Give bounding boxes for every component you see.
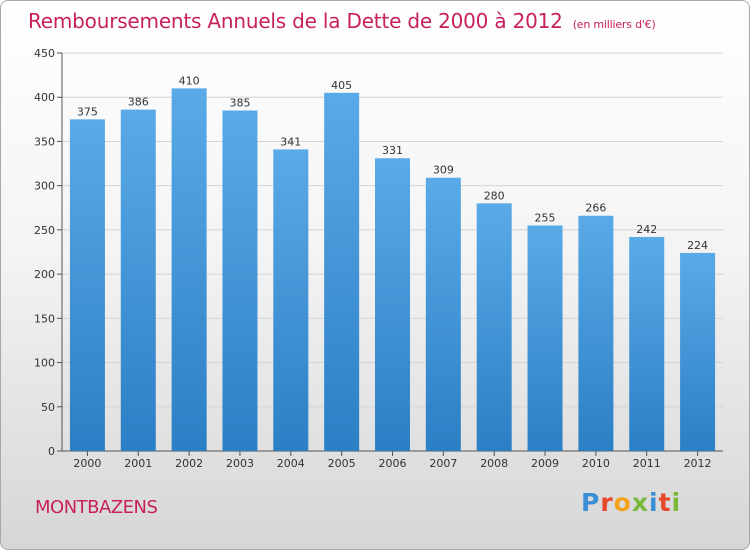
x-tick-label: 2003 [226, 457, 254, 470]
bar [476, 203, 512, 451]
bar [69, 119, 105, 451]
logo-letter: i [649, 488, 659, 517]
logo-letter: P [581, 488, 601, 517]
chart-title: Remboursements Annuels de la Dette de 20… [28, 9, 656, 33]
bar [680, 252, 716, 451]
y-tick-label: 0 [48, 445, 55, 458]
bar [273, 149, 309, 451]
unit-label: (en milliers d'€) [572, 18, 656, 31]
bar [629, 236, 665, 451]
bar-value-label: 242 [636, 223, 657, 236]
y-tick-label: 100 [34, 357, 55, 370]
logo-letter: i [671, 488, 682, 517]
logo-letter: r [600, 488, 614, 517]
bar-value-label: 331 [382, 144, 403, 157]
bar-value-label: 266 [585, 202, 606, 215]
bar-value-label: 405 [331, 79, 352, 92]
logo-letter: o [613, 488, 632, 517]
bar [120, 109, 156, 452]
x-tick-label: 2009 [531, 457, 559, 470]
y-tick-label: 200 [34, 268, 55, 281]
bar-value-label: 255 [535, 211, 556, 224]
bar [222, 110, 258, 451]
logo-letter: t [658, 488, 672, 517]
x-tick-label: 2001 [124, 457, 152, 470]
y-tick-label: 350 [34, 135, 55, 148]
x-tick-label: 2002 [175, 457, 203, 470]
bar [375, 158, 410, 451]
bar [171, 88, 207, 451]
bar-value-label: 385 [229, 96, 250, 109]
y-tick-label: 450 [34, 47, 55, 60]
bar-value-label: 410 [179, 74, 200, 87]
bar-value-label: 280 [484, 189, 505, 202]
x-tick-label: 2010 [582, 457, 610, 470]
bar-value-label: 341 [280, 135, 301, 148]
bar-value-label: 309 [433, 164, 454, 177]
commune-name: MONTBAZENS [35, 497, 158, 518]
bar-value-label: 386 [128, 96, 149, 109]
x-tick-label: 2006 [379, 457, 407, 470]
x-tick-label: 2007 [429, 457, 457, 470]
x-tick-label: 2008 [480, 457, 508, 470]
x-tick-label: 2004 [277, 457, 305, 470]
x-tick-label: 2005 [328, 457, 356, 470]
bar-value-label: 224 [687, 239, 708, 252]
x-tick-label: 2011 [633, 457, 661, 470]
x-tick-label: 2012 [684, 457, 712, 470]
x-tick-label: 2000 [73, 457, 101, 470]
y-tick-label: 250 [34, 224, 55, 237]
bar-value-label: 375 [77, 105, 98, 118]
y-tick-label: 300 [34, 180, 55, 193]
logo-letter: x [631, 488, 649, 517]
bar [324, 92, 360, 452]
bar [425, 177, 461, 451]
y-tick-label: 150 [34, 312, 55, 325]
bar [578, 215, 614, 451]
proxiti-logo: Proxiti [581, 488, 681, 517]
chart-title-text: Remboursements Annuels de la Dette de 20… [28, 9, 563, 33]
bar [527, 225, 563, 451]
y-tick-label: 50 [41, 401, 55, 414]
y-tick-label: 400 [34, 91, 55, 104]
